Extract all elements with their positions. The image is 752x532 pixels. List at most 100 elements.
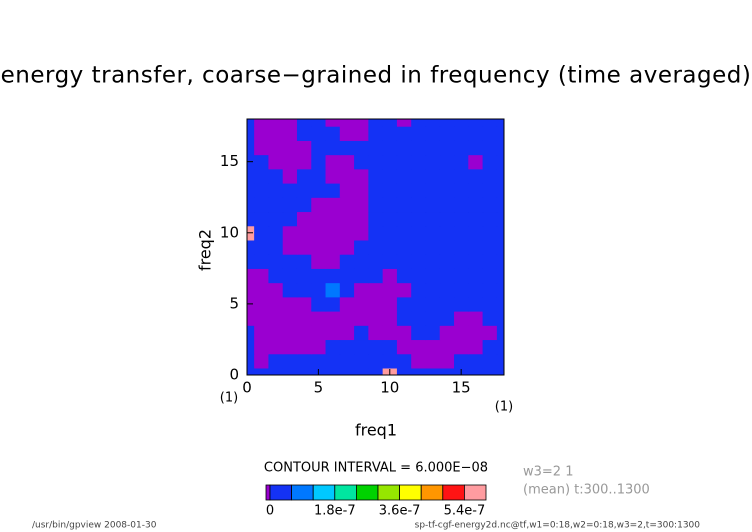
contour-cell [396, 367, 412, 375]
contour-cell [425, 154, 441, 170]
contour-cell [325, 282, 341, 298]
contour-cell [425, 183, 441, 198]
contour-cell [396, 183, 412, 198]
contour-cell [368, 268, 384, 284]
contour-cell [282, 154, 298, 170]
contour-cell [325, 183, 341, 198]
contour-cell [439, 239, 455, 255]
contour-cell [382, 211, 398, 227]
contour-cell [254, 168, 270, 184]
contour-cell [311, 211, 327, 227]
contour-cell [482, 197, 498, 213]
contour-cell [247, 168, 255, 184]
contour-cell [311, 183, 327, 198]
contour-cell [325, 140, 341, 156]
contour-cell [439, 325, 455, 341]
contour-cell [425, 282, 441, 298]
contour-cell [496, 126, 504, 141]
contour-cell [247, 239, 255, 255]
y-tick-label: 10 [220, 223, 239, 241]
contour-cell [311, 268, 327, 284]
contour-cell [296, 239, 312, 255]
contour-cell [254, 268, 270, 284]
footer-left: /usr/bin/gpview 2008-01-30 [32, 521, 157, 531]
contour-cell [247, 282, 255, 298]
contour-cell [396, 339, 412, 355]
contour-cell [368, 140, 384, 156]
contour-cell [268, 353, 284, 369]
contour-cell [368, 311, 384, 326]
contour-cell [339, 197, 355, 213]
contour-cell [454, 197, 469, 213]
contour-cell [468, 282, 484, 298]
contour-cell [282, 282, 298, 298]
contour-cell [254, 183, 270, 198]
contour-cell [482, 140, 498, 156]
contour-cell [382, 282, 398, 298]
contour-cell [439, 311, 455, 326]
contour-cell [425, 197, 441, 213]
info-line: (mean) t:300..1300 [523, 483, 650, 498]
contour-cell [454, 119, 469, 127]
colorbar-box [291, 484, 314, 501]
contour-cell [268, 268, 284, 284]
contour-cell [282, 119, 298, 127]
contour-cell [296, 254, 312, 269]
contour-cell [282, 168, 298, 184]
contour-cell [247, 268, 255, 284]
contour-cell [268, 197, 284, 213]
contour-cell [339, 296, 355, 312]
contour-cell [396, 254, 412, 269]
contour-cell [468, 254, 484, 269]
colorbar-box [355, 484, 379, 501]
colorbar-box [334, 484, 357, 501]
contour-interval: CONTOUR INTERVAL = 6.000E−08 [264, 461, 488, 476]
contour-cell [254, 140, 270, 156]
contour-cell [311, 296, 327, 312]
contour-cell [496, 339, 504, 355]
contour-cell [425, 254, 441, 269]
footer-right: sp-tf-cgf-energy2d.nc@tf,w1=0:18,w2=0:18… [415, 521, 701, 531]
contour-cell [454, 140, 469, 156]
contour-cell [296, 282, 312, 298]
contour-cell [411, 325, 427, 341]
contour-cell [496, 140, 504, 156]
contour-cell [311, 140, 327, 156]
contour-cell [354, 126, 369, 141]
contour-cell [325, 197, 341, 213]
contour-cell [247, 367, 255, 375]
colorbar: 0 1.8e-7 3.6e-7 5.4e-7 [265, 484, 487, 519]
contour-cell [468, 225, 484, 241]
contour-cell [368, 154, 384, 170]
contour-cell [468, 296, 484, 312]
contour-cell [468, 119, 484, 127]
contour-cell [496, 325, 504, 341]
contour-cell [339, 126, 355, 141]
contour-cell [282, 311, 298, 326]
colorbar-box [420, 484, 444, 501]
contour-cell [396, 168, 412, 184]
contour-cell [254, 296, 270, 312]
contour-cell [339, 367, 355, 375]
contour-cell [354, 311, 369, 326]
contour-cell [325, 225, 341, 241]
contour-cell [382, 119, 398, 127]
contour-cell [382, 154, 398, 170]
contour-cell [411, 225, 427, 241]
colorbar-box [269, 484, 293, 501]
contour-cell [354, 168, 369, 184]
contour-cell [296, 140, 312, 156]
contour-cell [368, 367, 384, 375]
contour-cell [354, 183, 369, 198]
contour-cell [311, 325, 327, 341]
contour-cell [482, 119, 498, 127]
contour-cell [411, 254, 427, 269]
contour-cell [368, 225, 384, 241]
contour-cell [354, 296, 369, 312]
contour-cell [296, 225, 312, 241]
contour-cell [311, 339, 327, 355]
contour-cell [339, 140, 355, 156]
contour-cell [482, 268, 498, 284]
contour-cell [482, 325, 498, 341]
contour-cell [247, 339, 255, 355]
